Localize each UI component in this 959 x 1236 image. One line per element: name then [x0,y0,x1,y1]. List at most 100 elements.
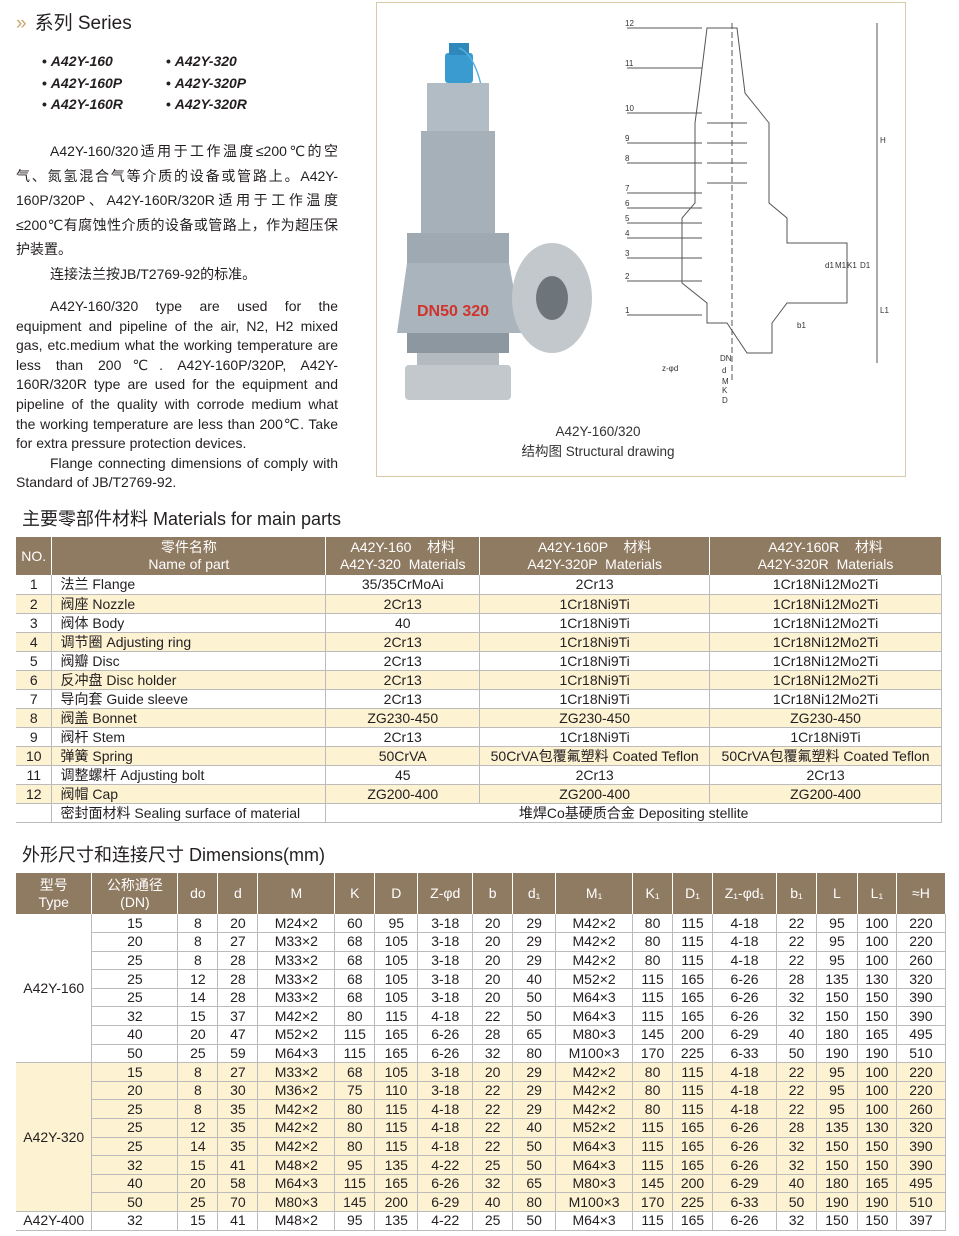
table-cell: 220 [896,1062,947,1082]
table-cell: 150 [857,1211,897,1231]
table-cell: 6-26 [712,969,777,989]
table-cell: 30 [217,1081,259,1101]
table-cell: 190 [816,1044,858,1064]
table-cell: 6-26 [712,1137,777,1157]
table-cell: 8 [177,1081,219,1101]
table-cell: 80 [334,1099,376,1120]
table-cell: M42×2 [555,932,634,952]
table-cell: 4-18 [417,1006,474,1027]
table-cell: 40 [512,1118,557,1138]
table-cell: 6-26 [712,1006,777,1027]
table-cell: 10 [16,746,53,766]
svg-text:M1: M1 [835,261,847,270]
table-cell: 3-18 [417,1062,474,1082]
table-cell: 35 [217,1137,259,1157]
svg-text:M: M [722,377,729,386]
table-cell: M64×3 [555,988,634,1008]
table-cell: 105 [374,988,419,1008]
table-row: A42Y-160 15 8 20 M24×2 60 95 3-18 20 29 M42×2 80 115… [16,914,947,1064]
table-row: 32 15 41 M48×2 95 135 4-22 25 50 M64×3 115 165 6-26 3… [16,1155,947,1175]
table-cell: 495 [896,1174,947,1194]
table-cell: 32 [776,988,817,1008]
table-cell: 3-18 [417,1081,474,1101]
table-cell: 15 [91,1062,179,1082]
dimensions-header-cell: M [257,873,336,914]
table-cell: M33×2 [257,969,336,989]
svg-text:b1: b1 [797,321,806,330]
table-cell: M42×2 [257,1137,336,1157]
dimensions-header-cell: b₁ [776,873,817,914]
table-cell: 50 [512,988,557,1008]
table-cell: 1Cr18Ni9Ti [479,632,711,652]
table-cell: 40 [512,969,557,989]
sealing-row: 密封面材料 Sealing surface of material 堆焊Co基硬质… [16,803,942,823]
table-cell: 115 [632,988,674,1008]
table-cell: M64×3 [257,1044,336,1064]
table-cell: 510 [896,1192,947,1212]
table-cell: 390 [896,988,947,1008]
series-list-left: A42Y-160 A42Y-160P A42Y-160R [42,51,123,116]
table-cell: 115 [374,1099,419,1120]
table-cell: 1Cr18Ni12Mo2Ti [709,632,942,652]
table-cell: 22 [472,1118,514,1138]
table-cell: 50 [512,1211,557,1231]
materials-header-cell: NO. [16,537,53,575]
table-cell: 阀帽 Cap [51,784,327,804]
table-cell: 6-26 [712,1155,777,1175]
series-title: 系列 Series [34,13,132,34]
table-cell: 2Cr13 [479,765,711,785]
table-cell: 135 [374,1211,419,1231]
table-cell: 60 [334,914,376,934]
table-cell: 阀体 Body [51,613,327,633]
table-cell: ZG200-400 [325,784,481,804]
table-cell: 40 [776,1025,817,1045]
svg-text:5: 5 [625,214,630,223]
table-cell: 145 [334,1192,376,1212]
svg-text:L1: L1 [880,306,889,315]
dimensions-header-cell: Z-φd [417,873,474,914]
figure-caption: 结构图 Structural drawing [521,444,675,459]
table-cell: 8 [177,932,219,952]
table-cell: 4-22 [417,1155,474,1175]
table-row: 25 8 28 M33×2 68 105 3-18 20 29 M42×2 80 115 4-18 22 9… [16,951,947,971]
table-cell: 6-26 [417,1044,474,1064]
table-cell: ZG200-400 [709,784,942,804]
table-cell: M64×3 [555,1155,634,1175]
table-cell: 100 [857,951,897,971]
table-cell: 15 [91,914,179,934]
table-cell: 调整螺杆 Adjusting bolt [51,765,327,785]
table-cell: 28 [776,1118,817,1138]
table-cell: 1Cr18Ni12Mo2Ti [709,689,942,709]
type-cell: A42Y-400 [16,1211,93,1231]
table-cell: 220 [896,1081,947,1101]
table-cell: 6-26 [712,988,777,1008]
table-cell: 4-18 [712,914,777,934]
table-cell: ZG230-450 [479,708,711,728]
table-cell: 2Cr13 [325,689,481,709]
table-cell: M42×2 [555,1062,634,1082]
table-cell: 4-18 [712,932,777,952]
table-cell: 115 [672,932,714,952]
table-cell: 25 [91,1137,179,1157]
table-cell: 28 [776,969,817,989]
svg-text:3: 3 [625,249,630,258]
table-cell: 320 [896,1118,947,1138]
table-cell: 阀座 Nozzle [51,594,327,614]
table-cell: 32 [776,1137,817,1157]
table-cell: 1Cr18Ni12Mo2Ti [709,651,942,671]
table-cell: 115 [632,1211,674,1231]
dimensions-header-cell: K [334,873,376,914]
table-cell: 4-18 [712,1081,777,1101]
table-cell: 25 [91,951,179,971]
table-cell: 200 [672,1025,714,1045]
table-cell: 4-18 [712,951,777,971]
table-cell: 25 [472,1155,514,1175]
table-cell: 150 [816,1155,858,1175]
table-cell: 22 [776,1081,817,1101]
table-cell: 50CrVA [325,746,481,766]
table-row: 7 导向套 Guide sleeve 2Cr13 1Cr18Ni9Ti 1Cr18Ni1… [16,689,942,709]
table-row: A42Y-400 32 15 41 M48×2 95 135 4-22 25 50 M64×3 115… [16,1211,947,1231]
svg-text:H: H [880,136,886,145]
series-item: A42Y-320P [166,73,247,95]
table-cell: 1 [16,575,53,595]
